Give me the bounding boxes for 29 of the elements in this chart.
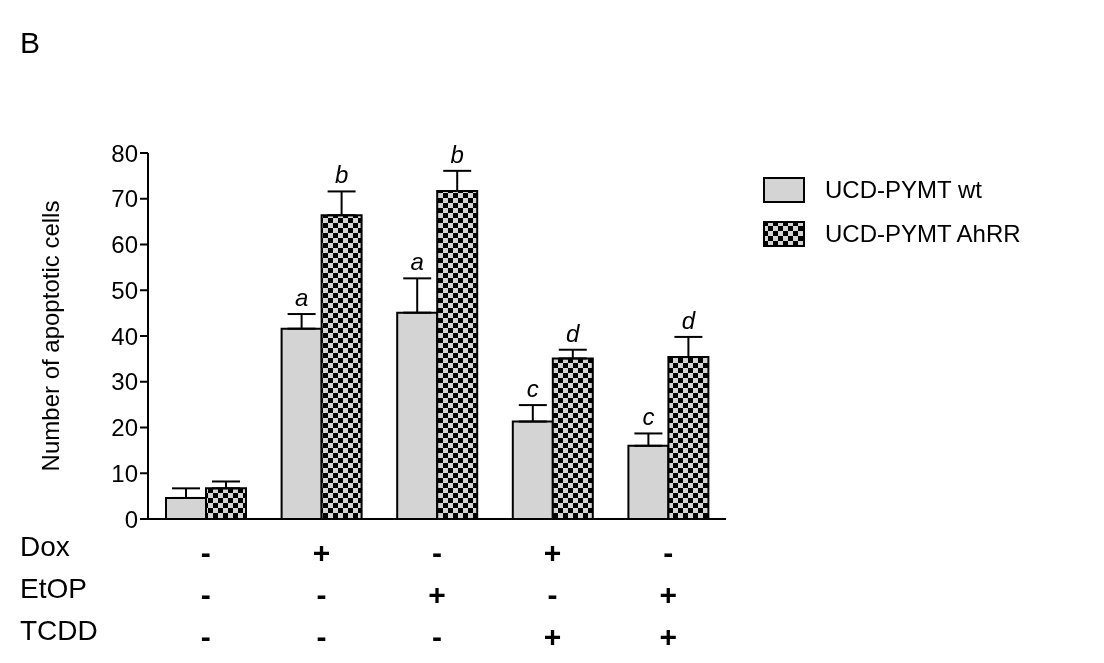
y-tick-label: 40: [111, 322, 138, 350]
y-axis-title: Number of apoptotic cells: [36, 200, 64, 472]
x-tick-label: + - +: [543, 536, 562, 653]
y-tick-label: 20: [111, 414, 138, 442]
y-tick-label: 80: [111, 139, 138, 167]
data-label: d: [566, 319, 581, 347]
chart-title: B: [20, 26, 41, 60]
y-tick-label: 70: [111, 185, 138, 213]
text: Dox: [20, 531, 70, 563]
y-tick-label: 0: [124, 505, 138, 533]
data-label: b: [334, 161, 349, 189]
x-tick-label: + - -: [312, 536, 331, 653]
legend-label: UCD-PYMT wt: [825, 176, 982, 204]
x-tick-label: - - -: [200, 536, 211, 653]
data-label: c: [642, 403, 655, 431]
y-tick-label: 10: [111, 459, 138, 487]
x-tick-label: - + -: [428, 536, 446, 653]
text: TCDD: [20, 615, 98, 647]
y-tick-label: 50: [111, 276, 138, 304]
y-tick-label: 30: [111, 368, 138, 396]
text: EtOP: [20, 573, 87, 605]
data-label: d: [681, 306, 696, 334]
data-label: a: [410, 248, 424, 276]
data-label: a: [294, 284, 309, 312]
x-tick-label: - + +: [659, 536, 677, 653]
data-label: b: [450, 140, 464, 168]
legend-label: UCD-PYMT AhRR: [825, 220, 1021, 248]
y-tick-label: 60: [111, 231, 138, 259]
data-label: c: [526, 375, 539, 403]
